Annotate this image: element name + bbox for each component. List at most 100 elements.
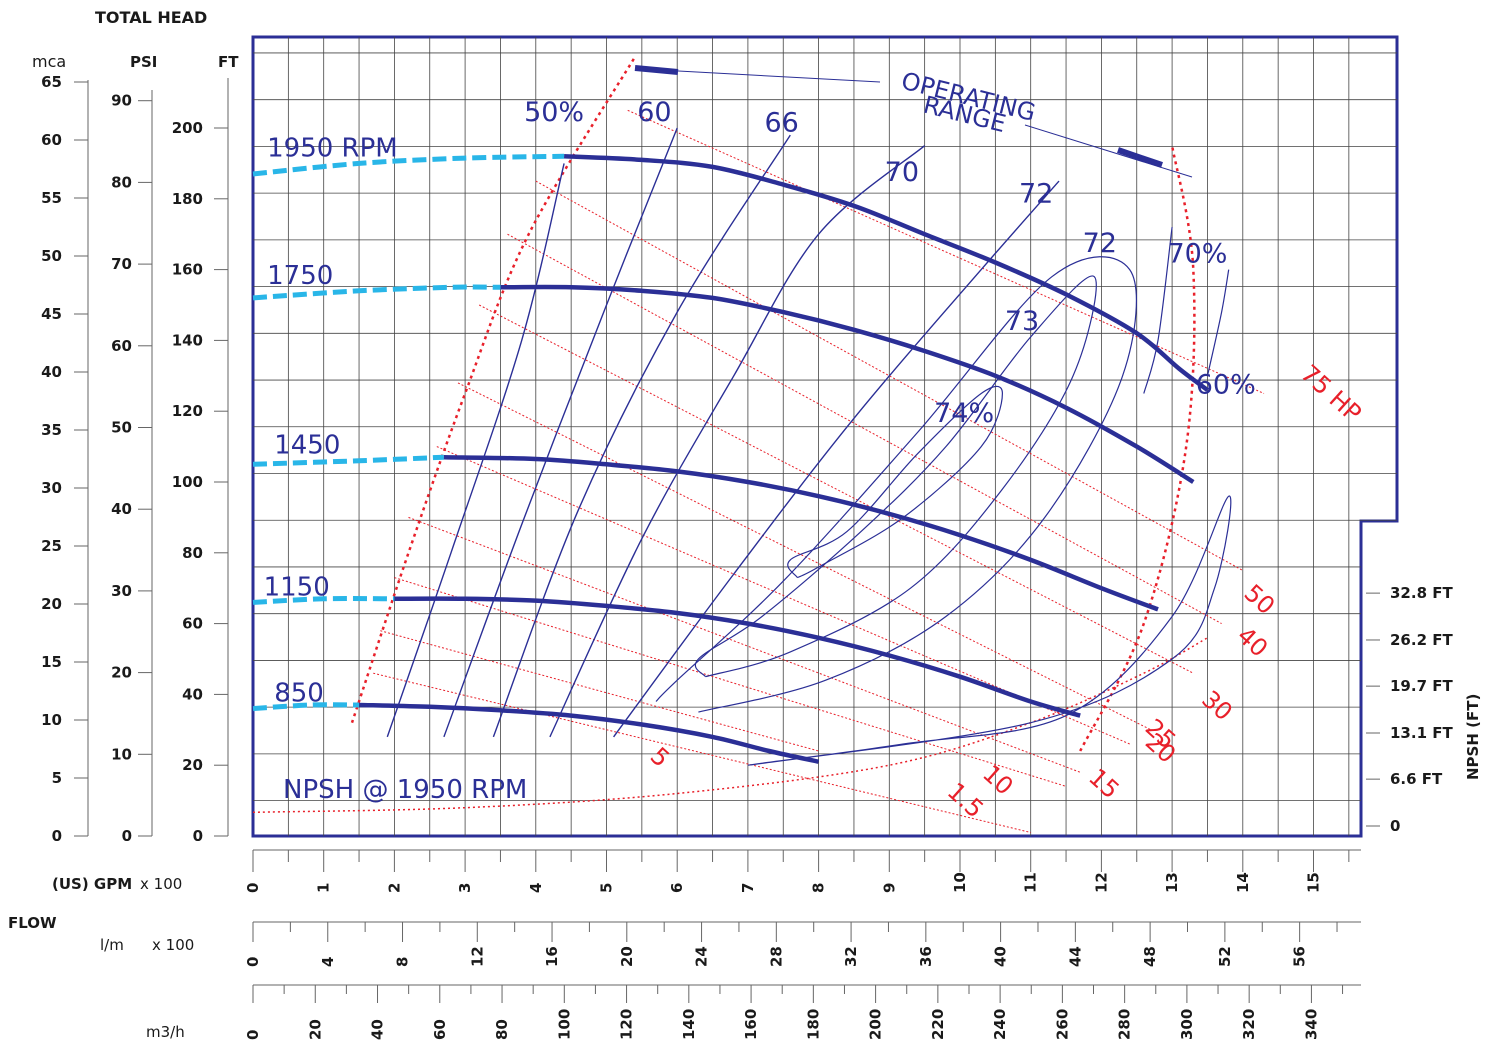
- x-tick-label-gpm: 6: [668, 883, 686, 893]
- x-tick-label-m3h: 60: [431, 1019, 449, 1040]
- x-tick-label-gpm: 12: [1092, 872, 1110, 893]
- plot-frame: [251, 35, 1399, 838]
- y-tick-label-psi: 60: [111, 337, 132, 355]
- x-tick-label-gpm: 8: [810, 883, 828, 893]
- efficiency-contour: [694, 275, 1097, 678]
- y-tick-label-mca: 50: [41, 247, 62, 265]
- hp-line: [478, 304, 1194, 674]
- y-tick-label-psi: 0: [122, 827, 132, 845]
- x-axis-label-gpm: (US) GPM: [52, 875, 132, 893]
- x-axis-mult-gpm: x 100: [140, 875, 182, 893]
- hp-label: 15: [1083, 763, 1124, 804]
- x-axis-label-flow: FLOW: [8, 914, 57, 932]
- chart-title: TOTAL HEAD: [95, 8, 207, 27]
- x-tick-label-m3h: 40: [369, 1019, 387, 1040]
- npsh-tick-label: 19.7 FT: [1390, 677, 1453, 695]
- y-tick-label-ft: 60: [182, 615, 203, 633]
- efficiency-label: 72: [1083, 228, 1117, 259]
- efficiency-label: 50%: [524, 97, 584, 128]
- efficiency-label: 66: [764, 108, 798, 139]
- y-axis-label-psi: PSI: [130, 53, 157, 71]
- y-tick-label-mca: 35: [41, 421, 62, 439]
- x-tick-label-m3h: 80: [493, 1019, 511, 1040]
- head-curve: [394, 596, 1081, 718]
- x-tick-label-gpm: 5: [598, 883, 616, 893]
- speed-label: 1150: [264, 572, 330, 602]
- npsh-tick-label: 6.6 FT: [1390, 770, 1443, 788]
- npsh-curve: [252, 637, 1208, 814]
- x-tick-label-gpm: 15: [1305, 872, 1323, 893]
- speed-label: 1950 RPM: [267, 133, 398, 163]
- x-axis-mult-lpm: x 100: [152, 936, 194, 954]
- x-tick-label-gpm: 9: [880, 883, 898, 893]
- shutoff-curve: [252, 153, 565, 177]
- x-tick-label-m3h: 100: [555, 1009, 573, 1040]
- y-tick-label-ft: 120: [172, 402, 203, 420]
- hp-line: [627, 109, 1265, 394]
- y-tick-label-mca: 25: [41, 537, 62, 555]
- x-tick-label-gpm: 13: [1163, 872, 1181, 893]
- efficiency-line: [613, 180, 1060, 738]
- efficiency-line: [492, 134, 791, 738]
- y-tick-label-psi: 90: [111, 92, 132, 110]
- x-tick-label-lpm: 4: [319, 957, 337, 967]
- x-tick-label-lpm: 28: [767, 946, 785, 967]
- x-axis-label-lpm: l/m: [100, 936, 124, 954]
- shutoff-curve: [252, 284, 501, 301]
- npsh-tick-label: 0: [1390, 817, 1400, 835]
- x-tick-label-gpm: 7: [739, 883, 757, 893]
- hp-label: 40: [1232, 621, 1273, 662]
- efficiency-label: 73: [1005, 306, 1039, 337]
- x-tick-label-gpm: 0: [244, 883, 262, 893]
- y-tick-label-ft: 200: [172, 119, 203, 137]
- y-tick-label-ft: 140: [172, 331, 203, 349]
- y-tick-label-psi: 40: [111, 500, 132, 518]
- hp-line: [457, 382, 1152, 731]
- speed-label: 1750: [267, 261, 333, 291]
- hp-label: 30: [1196, 685, 1237, 726]
- x-tick-label-gpm: 1: [315, 883, 333, 893]
- x-tick-label-gpm: 10: [951, 872, 969, 893]
- hp-label: 75 HP: [1295, 359, 1366, 427]
- x-tick-label-m3h: 120: [618, 1009, 636, 1040]
- x-tick-label-m3h: 240: [991, 1009, 1009, 1040]
- leader-line: [1024, 124, 1193, 178]
- x-tick-label-lpm: 44: [1066, 946, 1084, 967]
- efficiency-contour: [747, 495, 1232, 766]
- npsh-curve-label: NPSH @ 1950 RPM: [283, 775, 527, 805]
- y-tick-label-mca: 45: [41, 305, 62, 323]
- y-tick-label-psi: 10: [111, 745, 132, 763]
- speed-label: 1450: [274, 431, 340, 461]
- efficiency-contour: [787, 385, 1004, 579]
- x-tick-label-lpm: 24: [693, 946, 711, 967]
- x-tick-label-gpm: 11: [1022, 872, 1040, 893]
- hp-label: 5: [645, 742, 675, 773]
- x-tick-label-m3h: 20: [306, 1019, 324, 1040]
- shutoff-curve: [252, 702, 360, 712]
- x-tick-label-m3h: 320: [1240, 1009, 1258, 1040]
- efficiency-contour: [655, 256, 1137, 713]
- hp-line: [408, 516, 1081, 773]
- y-tick-label-ft: 180: [172, 190, 203, 208]
- npsh-axis-label: NPSH (FT): [1464, 694, 1482, 780]
- y-tick-label-ft: 80: [182, 544, 203, 562]
- x-tick-label-m3h: 300: [1178, 1009, 1196, 1040]
- x-tick-label-lpm: 52: [1216, 946, 1234, 967]
- operating-range-right: [1079, 145, 1196, 752]
- efficiency-label: 60%: [1196, 370, 1256, 401]
- x-tick-label-lpm: 12: [468, 946, 486, 967]
- efficiency-label: 72: [1019, 178, 1053, 209]
- leader-line: [659, 69, 881, 83]
- y-tick-label-psi: 80: [111, 173, 132, 191]
- y-tick-label-mca: 40: [41, 363, 62, 381]
- efficiency-line: [1143, 227, 1173, 394]
- head-curves: 1950 RPM 1750 1450 1150 850: [252, 65, 1209, 764]
- y-tick-label-ft: 160: [172, 261, 203, 279]
- x-tick-label-m3h: 160: [742, 1009, 760, 1040]
- grid-lines: [253, 37, 1397, 836]
- y-tick-label-psi: 20: [111, 664, 132, 682]
- y-tick-label-psi: 30: [111, 582, 132, 600]
- x-tick-label-lpm: 0: [244, 957, 262, 967]
- x-tick-label-m3h: 180: [804, 1009, 822, 1040]
